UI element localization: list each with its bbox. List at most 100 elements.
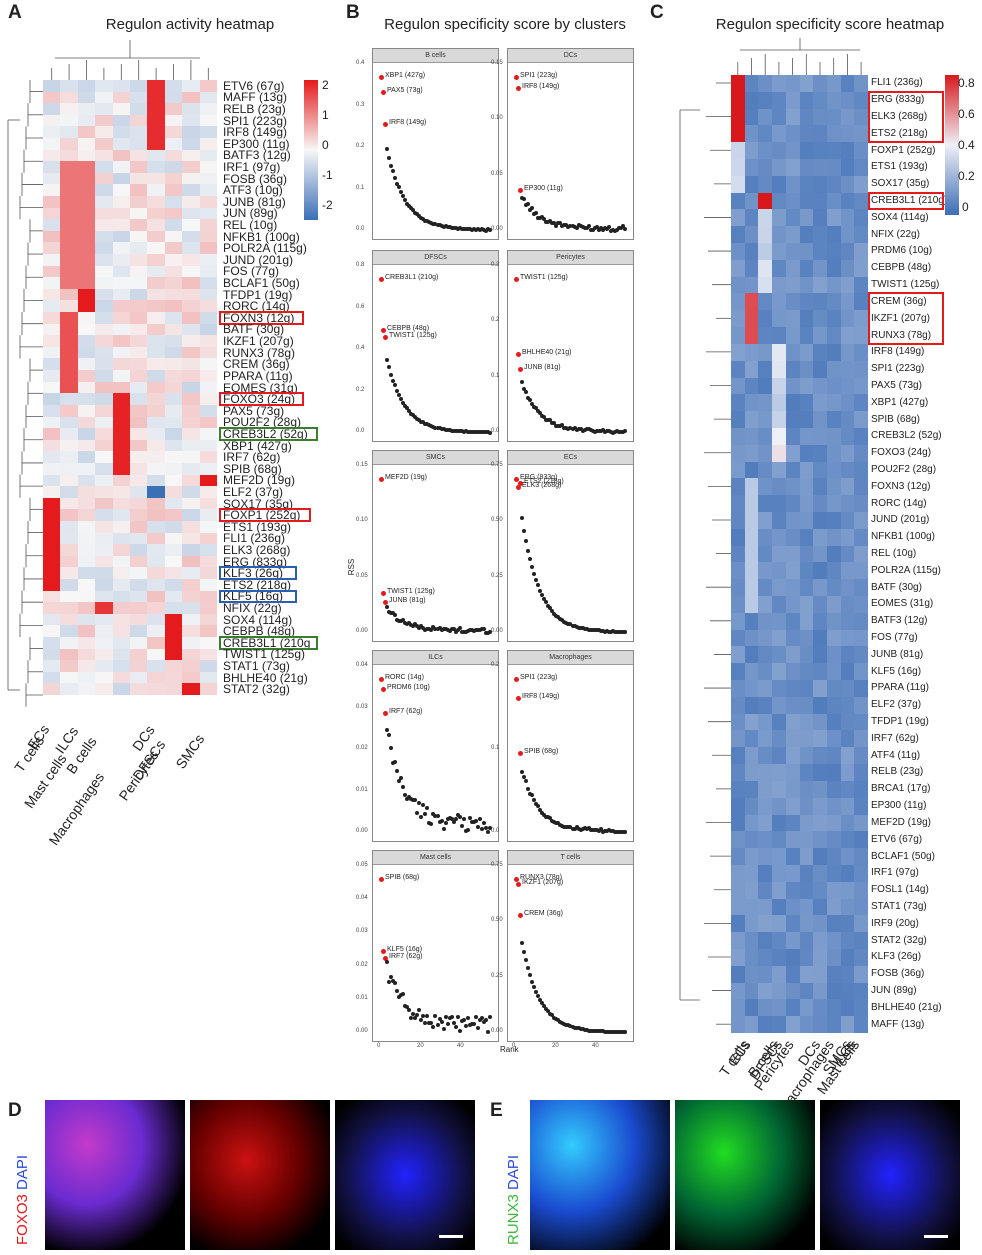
heatmap-c-cell <box>854 478 869 496</box>
heatmap-a-cell <box>164 636 183 650</box>
stain-dapi: DAPI <box>14 1154 31 1190</box>
rss-point-label: CEBPB (48g) <box>387 324 430 332</box>
heatmap-a-cell <box>77 312 96 325</box>
rss-point-label: TWIST1 (125g) <box>389 332 437 340</box>
heatmap-a-cell <box>43 288 61 301</box>
heatmap-c-cell <box>758 444 773 463</box>
heatmap-c-cell <box>813 881 828 900</box>
rss-point <box>586 1028 591 1033</box>
heatmap-c-cell <box>799 444 814 463</box>
heatmap-c-cell <box>731 125 746 143</box>
heatmap-c-cell <box>854 864 869 883</box>
rss-point <box>433 425 438 430</box>
heatmap-c-cell <box>758 629 773 647</box>
heatmap-a-cell <box>164 335 183 348</box>
heatmap-a-cell <box>147 91 166 104</box>
heatmap-c-cell <box>826 142 842 160</box>
heatmap-c-cell <box>758 511 773 530</box>
rss-point <box>411 1012 416 1017</box>
heatmap-a-cell <box>43 683 61 696</box>
heatmap-c-cell <box>772 646 787 664</box>
rss-point <box>586 627 591 632</box>
heatmap-c-row-label: MEF2D (19g) <box>871 816 932 828</box>
heatmap-c-cell <box>758 209 773 227</box>
heatmap-c-cell <box>785 511 800 530</box>
rss-point <box>586 826 591 831</box>
heatmap-c-cell <box>744 747 759 765</box>
heatmap-a-cell <box>43 648 61 661</box>
rss-point <box>620 630 625 635</box>
heatmap-c-cell <box>785 696 800 715</box>
heatmap-c-cell <box>772 478 787 496</box>
heatmap-c-cell <box>772 293 787 311</box>
rss-point <box>534 989 539 994</box>
heatmap-c-cell <box>772 780 787 799</box>
heatmap-a-cell <box>199 416 218 429</box>
heatmap-a-cell <box>182 648 201 661</box>
heatmap-a-cell <box>112 358 131 371</box>
rss-point <box>417 1007 422 1012</box>
heatmap-c-cell <box>744 764 759 782</box>
heatmap-c-cell <box>799 192 814 210</box>
rss-y-tick: 0.04 <box>356 895 368 902</box>
rss-point <box>457 626 462 631</box>
heatmap-a-cell <box>60 126 79 139</box>
heatmap-c-cell <box>854 646 869 664</box>
rss-facet: Mast cells SPIB (68g) KLF5 (16g) IRF7 (62g)… <box>356 850 499 1049</box>
rss-point <box>598 827 603 832</box>
heatmap-a-cell <box>147 242 166 255</box>
rss-point <box>465 828 470 833</box>
heatmap-c-cell <box>813 1016 828 1034</box>
heatmap-a-cell <box>147 265 166 278</box>
rss-y-tick: 0.0 <box>491 428 500 434</box>
rss-point <box>516 695 522 701</box>
rss-point <box>401 194 406 199</box>
heatmap-c-cell <box>785 192 800 210</box>
rss-point <box>572 224 577 229</box>
rss-point <box>477 1018 482 1023</box>
heatmap-a-cell <box>77 219 96 232</box>
heatmap-c-cell <box>826 75 842 93</box>
heatmap-c-cell <box>813 478 828 496</box>
heatmap-a-cell <box>77 103 96 116</box>
heatmap-a-cell <box>43 323 61 336</box>
rss-point <box>556 220 561 225</box>
heatmap-a-cell <box>43 671 61 684</box>
heatmap-c-cell <box>758 159 773 177</box>
rss-point <box>530 402 535 407</box>
heatmap-a-cell <box>130 242 148 255</box>
heatmap-c-cell <box>731 192 746 210</box>
rss-point <box>608 1030 613 1035</box>
heatmap-c-row-label: FOXN3 (12g) <box>871 480 931 492</box>
heatmap-a-cell <box>130 207 148 220</box>
heatmap-a-cell <box>43 520 61 534</box>
heatmap-c-row-label: RELB (23g) <box>871 766 924 778</box>
heatmap-c-cell <box>840 125 855 143</box>
rss-y-tick: 0.03 <box>356 928 368 935</box>
rss-point <box>429 1020 434 1025</box>
rss-point <box>417 626 422 631</box>
heatmap-a-cell <box>77 474 96 487</box>
heatmap-c-row-label: NFIX (22g) <box>871 228 920 240</box>
rss-point <box>600 428 605 433</box>
heatmap-a-cell <box>77 346 96 359</box>
heatmap-a-cell <box>182 219 201 232</box>
rss-point <box>568 825 573 830</box>
heatmap-a-cell <box>164 555 183 568</box>
heatmap-a-cell <box>43 126 61 139</box>
heatmap-c-cell <box>785 461 800 479</box>
heatmap-a-cell <box>199 184 218 197</box>
heatmap-a-cell <box>130 103 148 116</box>
rss-point <box>530 206 535 211</box>
rss-y-tick: 0.2 <box>491 317 500 324</box>
rss-point <box>459 824 464 828</box>
rss-point <box>419 624 424 629</box>
heatmap-c-cell <box>731 243 746 261</box>
heatmap-a-cell <box>199 660 218 673</box>
heatmap-c-cell <box>840 310 855 328</box>
rss-point <box>419 419 424 424</box>
heatmap-a-cell <box>77 555 96 568</box>
heatmap-c-cell <box>826 327 842 345</box>
heatmap-c-cell <box>826 411 842 429</box>
rss-point <box>582 225 587 230</box>
